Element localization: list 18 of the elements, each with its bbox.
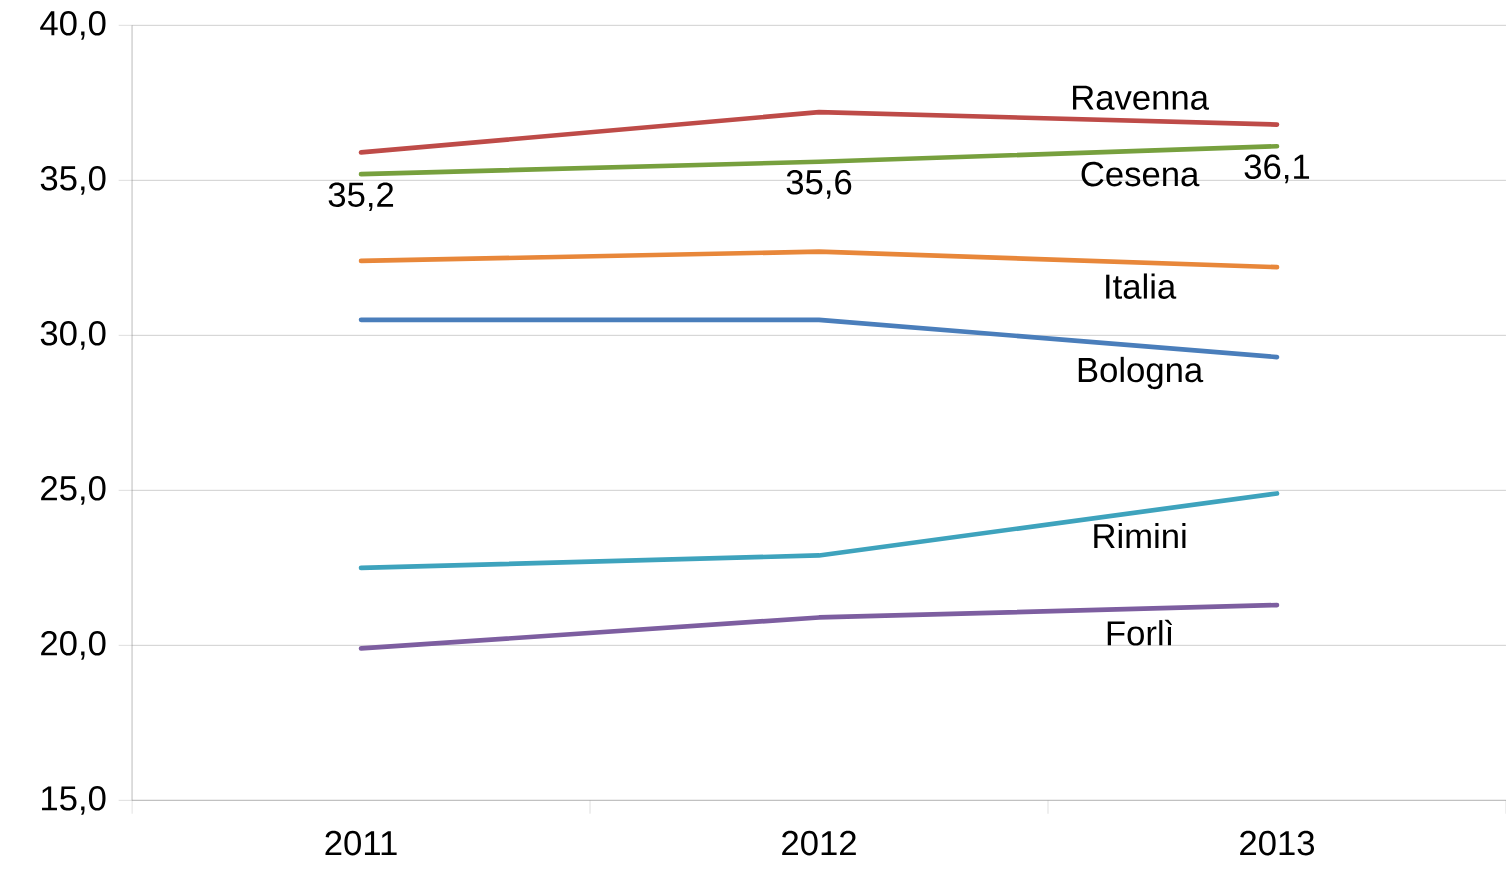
series-label: Ravenna: [1073, 85, 1209, 110]
y-tick-label: 25,0: [41, 475, 106, 505]
data-label: 35,2: [328, 182, 394, 212]
data-label: 35,6: [786, 169, 852, 199]
x-tick-label: 2013: [1240, 830, 1315, 856]
y-tick-label: 40,0: [40, 10, 106, 40]
data-label: 36,1: [1244, 154, 1310, 184]
series-label: Italia: [1106, 273, 1177, 299]
series-label: Rimini: [1094, 522, 1186, 549]
series-label: Cesena: [1081, 161, 1200, 187]
series-label: Bologna: [1078, 356, 1204, 390]
y-tick-label: 30,0: [40, 320, 106, 350]
y-tick-label: 35,0: [40, 165, 106, 195]
x-tick-label: 2012: [782, 830, 856, 856]
x-tick-label: 2011: [325, 830, 397, 856]
y-tick-label: 20,0: [41, 630, 106, 660]
series-label: Forlì: [1107, 619, 1172, 646]
y-tick-label: 15,0: [42, 785, 106, 815]
